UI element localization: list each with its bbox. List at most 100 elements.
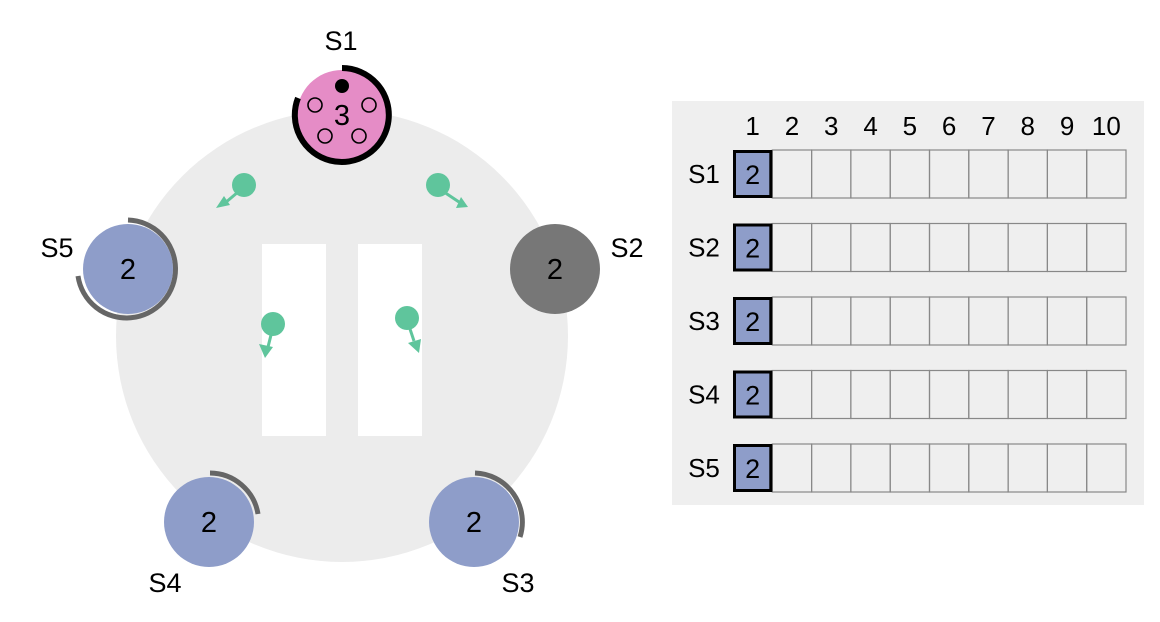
log-empty-slot bbox=[1046, 369, 1088, 420]
message-arrowhead bbox=[259, 344, 273, 358]
log-empty-slot bbox=[1046, 149, 1088, 199]
server-s2-label: S2 bbox=[610, 233, 643, 263]
log-entry-term: 2 bbox=[745, 234, 760, 264]
log-empty-slot bbox=[889, 443, 931, 493]
server-s1[interactable]: 3 S1 bbox=[291, 26, 392, 165]
log-empty-slot bbox=[771, 149, 813, 199]
server-s3-node[interactable] bbox=[429, 477, 519, 567]
log-empty-slot bbox=[1046, 222, 1088, 273]
message-arrow bbox=[408, 328, 416, 342]
partition-bar-right bbox=[358, 244, 422, 436]
server-s2-term: 2 bbox=[547, 254, 563, 286]
message-to-s5 bbox=[216, 173, 256, 208]
log-index-header: 1 bbox=[745, 111, 759, 141]
log-empty-slot bbox=[1046, 296, 1088, 346]
log-row-label: S3 bbox=[688, 306, 720, 336]
log-index-header: 7 bbox=[981, 111, 995, 141]
log-empty-slot bbox=[1007, 296, 1049, 346]
log-row-label: S2 bbox=[688, 233, 720, 263]
log-empty-slot bbox=[850, 296, 891, 346]
log-row-label: S5 bbox=[688, 453, 720, 483]
server-s5-timer-arc bbox=[75, 217, 178, 321]
log-empty-slot bbox=[771, 222, 813, 273]
log-index-header: 5 bbox=[903, 111, 917, 141]
log-empty-slot bbox=[850, 369, 891, 420]
log-index-header: 10 bbox=[1092, 111, 1121, 141]
message-to-s4 bbox=[259, 312, 285, 358]
log-entry[interactable] bbox=[733, 150, 773, 198]
vote-granted-dot bbox=[335, 79, 349, 93]
log-entry[interactable] bbox=[733, 297, 773, 345]
server-s3[interactable]: 2 S3 bbox=[429, 470, 535, 598]
server-s4-label: S4 bbox=[148, 568, 181, 598]
log-empty-slot bbox=[771, 443, 813, 493]
message-to-s2 bbox=[426, 173, 468, 208]
log-index-header: 2 bbox=[785, 111, 799, 141]
log-empty-slot bbox=[928, 443, 970, 493]
vote-pending-dot bbox=[307, 97, 323, 113]
log-empty-slot bbox=[771, 296, 813, 346]
log-index-header: 3 bbox=[824, 111, 838, 141]
log-index-header: 6 bbox=[942, 111, 956, 141]
log-entry-term: 2 bbox=[745, 454, 760, 484]
server-s5-term: 2 bbox=[120, 254, 136, 286]
log-empty-slot bbox=[968, 369, 1009, 420]
server-s4-timer-arc bbox=[209, 470, 261, 515]
server-s5[interactable]: 2 S5 bbox=[40, 217, 178, 321]
log-index-header: 9 bbox=[1060, 111, 1074, 141]
server-s1-node[interactable] bbox=[297, 70, 387, 160]
log-empty-slot bbox=[928, 296, 970, 346]
log-panel: 1 2 3 4 5 6 7 8 9 10 S1 2 S2 2 S3 2 S4 2 S5 2 bbox=[672, 101, 1144, 505]
log-empty-slot bbox=[850, 222, 891, 273]
message-arrow bbox=[266, 334, 273, 348]
log-empty-slot bbox=[968, 296, 1009, 346]
log-empty-slot bbox=[928, 369, 970, 420]
server-s5-node[interactable] bbox=[83, 224, 173, 314]
vote-pending-dot bbox=[351, 128, 367, 144]
log-row-label: S1 bbox=[688, 159, 720, 189]
log-empty-slot bbox=[968, 443, 1009, 493]
log-empty-slot bbox=[889, 149, 931, 199]
log-empty-slot bbox=[928, 222, 970, 273]
log-empty-slot bbox=[850, 149, 891, 199]
log-empty-slot bbox=[1046, 443, 1088, 493]
message-dot bbox=[261, 312, 285, 336]
log-entry[interactable] bbox=[733, 370, 773, 419]
log-empty-slot bbox=[811, 296, 852, 346]
message-dot bbox=[232, 173, 256, 197]
log-empty-slot bbox=[889, 369, 931, 420]
log-empty-slot bbox=[1086, 296, 1127, 346]
log-index-header: 4 bbox=[863, 111, 877, 141]
log-entry-term: 2 bbox=[745, 307, 760, 337]
log-entry-term: 2 bbox=[745, 381, 760, 411]
log-empty-slot bbox=[771, 369, 813, 420]
server-s4-term: 2 bbox=[201, 507, 217, 539]
server-s3-label: S3 bbox=[501, 568, 534, 598]
log-entry[interactable] bbox=[733, 444, 773, 492]
server-s2[interactable]: 2 S2 bbox=[510, 224, 644, 314]
log-empty-slot bbox=[811, 149, 852, 199]
server-s2-node[interactable] bbox=[510, 224, 600, 314]
server-s3-term: 2 bbox=[466, 507, 482, 539]
cluster-ring-background bbox=[116, 110, 568, 562]
log-entry[interactable] bbox=[733, 223, 773, 272]
server-s1-term: 3 bbox=[334, 100, 350, 132]
server-s4-node[interactable] bbox=[164, 477, 254, 567]
log-empty-slot bbox=[1007, 222, 1049, 273]
log-empty-slot bbox=[850, 443, 891, 493]
log-empty-slot bbox=[968, 222, 1009, 273]
server-s1-label: S1 bbox=[324, 26, 357, 56]
log-empty-slot bbox=[811, 369, 852, 420]
log-empty-slot bbox=[1086, 443, 1127, 493]
log-empty-slot bbox=[1086, 149, 1127, 199]
message-dot bbox=[426, 173, 450, 197]
log-empty-slot bbox=[811, 443, 852, 493]
partition-bar-left bbox=[262, 244, 326, 436]
message-arrowhead bbox=[216, 196, 230, 208]
server-s5-label: S5 bbox=[40, 233, 73, 263]
log-empty-slot bbox=[1007, 369, 1049, 420]
log-empty-slot bbox=[811, 222, 852, 273]
message-arrowhead bbox=[456, 197, 468, 208]
server-s4[interactable]: 2 S4 bbox=[148, 470, 261, 598]
